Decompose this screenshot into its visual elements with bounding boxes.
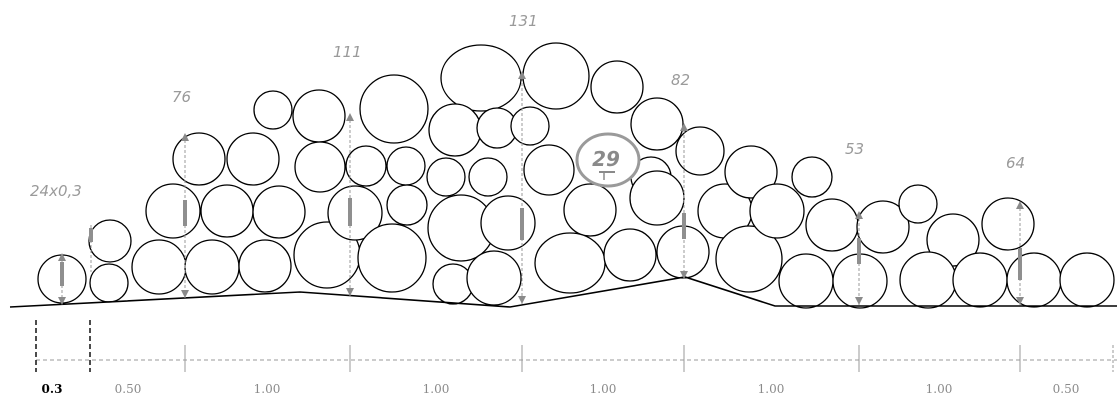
log — [805, 198, 859, 252]
log — [952, 252, 1008, 308]
log — [630, 97, 684, 151]
log — [981, 197, 1035, 251]
height-gauge — [346, 113, 354, 296]
log — [629, 170, 685, 226]
log — [145, 183, 201, 239]
log — [88, 219, 132, 263]
height-gauge — [181, 133, 189, 298]
log — [523, 144, 575, 196]
log — [468, 157, 508, 197]
log — [386, 184, 428, 226]
log — [345, 145, 387, 187]
log — [603, 228, 657, 282]
log — [898, 184, 938, 224]
log — [294, 141, 346, 193]
log — [715, 225, 783, 293]
log — [172, 132, 226, 186]
segment-label: 1.00 — [926, 382, 953, 396]
log — [200, 184, 254, 238]
log — [926, 213, 980, 267]
log — [426, 157, 466, 197]
height-gauge — [58, 253, 66, 305]
log-count: 29 — [592, 147, 620, 171]
height-label: 82 — [671, 71, 690, 89]
log — [856, 200, 910, 254]
log — [778, 253, 834, 309]
ground-line — [9, 276, 1117, 308]
segment-label: 0.3 — [42, 382, 63, 396]
segment-label: 0.50 — [1053, 382, 1080, 396]
log — [252, 185, 306, 239]
segment-label: 1.00 — [590, 382, 617, 396]
log — [534, 232, 606, 294]
log — [590, 60, 644, 114]
segment-label: 1.00 — [758, 382, 785, 396]
log — [675, 126, 725, 176]
log — [791, 156, 833, 198]
log — [386, 146, 426, 186]
log — [1006, 252, 1062, 308]
log — [510, 106, 550, 146]
log — [724, 145, 778, 199]
log — [253, 90, 293, 130]
log — [899, 251, 957, 309]
log — [440, 44, 522, 112]
height-gauge — [1016, 201, 1024, 305]
log — [131, 239, 187, 295]
log — [184, 239, 240, 295]
height-gauge — [855, 211, 863, 305]
log-count-oval — [575, 132, 641, 188]
log — [428, 103, 482, 157]
log — [466, 250, 522, 306]
log-count-callout: 29 — [575, 132, 641, 188]
height-label: 111 — [333, 43, 362, 61]
height-gauges — [58, 71, 1024, 305]
height-label: 53 — [845, 140, 864, 158]
log — [563, 183, 617, 237]
log — [749, 183, 805, 239]
log — [1059, 252, 1115, 308]
log — [327, 185, 383, 241]
log — [226, 132, 280, 186]
height-label: 76 — [172, 88, 191, 106]
log — [292, 89, 346, 143]
height-label: 64 — [1006, 154, 1025, 172]
log-pile — [37, 42, 1115, 309]
height-label: 131 — [509, 12, 538, 30]
log — [359, 74, 429, 144]
height-gauge — [518, 71, 526, 304]
height-gauge — [89, 225, 93, 272]
height-label: 24x0,3 — [30, 182, 82, 200]
log — [522, 42, 590, 110]
dimension-line — [35, 320, 1117, 372]
height-gauge — [680, 123, 688, 279]
log — [89, 263, 129, 303]
log — [238, 239, 292, 293]
log — [480, 195, 536, 251]
segment-label: 1.00 — [254, 382, 281, 396]
log — [357, 223, 427, 293]
segment-label: 0.50 — [115, 382, 142, 396]
log — [432, 263, 474, 305]
segment-label: 1.00 — [423, 382, 450, 396]
